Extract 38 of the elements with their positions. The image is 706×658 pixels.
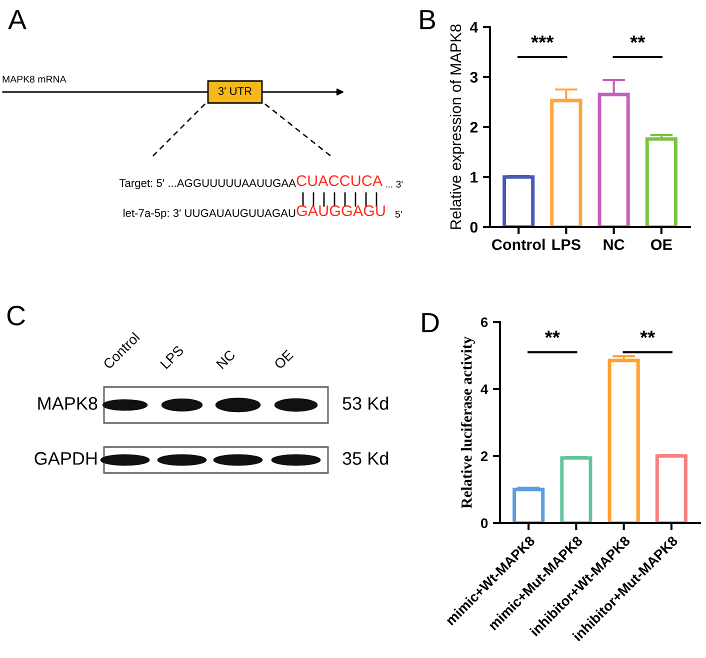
text: MAPK8 mRNA — [2, 76, 66, 83]
x-tick-label: Control — [492, 238, 545, 250]
y-tick-label: 4 — [480, 384, 488, 394]
text: 53 Kd — [342, 396, 388, 410]
text: 5' — [395, 210, 402, 218]
text: GAUGGAGU — [296, 205, 385, 216]
y-tick-label: 2 — [480, 451, 488, 462]
text: CUACCUCA — [296, 175, 383, 186]
y-tick-label: 4 — [470, 22, 478, 33]
x-tick-label: NC — [604, 239, 624, 250]
annotation: ** — [630, 36, 646, 43]
text: MAPK8 — [38, 397, 98, 410]
x-tick-label: LPS — [552, 239, 580, 250]
y-tick-label: 0 — [470, 222, 478, 233]
y-tick-label: 0 — [481, 518, 488, 528]
y-axis-title: Relative expression of MAPK8 — [450, 24, 464, 229]
text: 3' UTR — [218, 87, 252, 95]
y-tick-label: 3 — [470, 72, 478, 83]
annotation: *** — [531, 36, 554, 43]
chart-title: D — [422, 313, 439, 332]
chart-title: B — [420, 10, 436, 30]
text: LPS — [160, 344, 184, 370]
y-tick-label: 2 — [470, 122, 478, 133]
text: GAPDH — [34, 452, 97, 465]
text: 35 Kd — [342, 452, 388, 465]
y-axis-title: Relative luciferase activity — [460, 336, 475, 508]
text: ... 3' — [386, 180, 403, 188]
text: C — [7, 306, 25, 326]
text: let-7a-5p: 3' UUGAUAUGUUAGAU — [124, 208, 296, 220]
annotation: ** — [640, 330, 656, 338]
text: Target: 5' ...AGGUUUUUAAUUGAA — [119, 179, 296, 190]
y-tick-label: 6 — [480, 317, 488, 328]
text: A — [8, 10, 26, 30]
annotation: ** — [544, 330, 560, 338]
text: OE — [274, 349, 294, 370]
text: NC — [216, 349, 236, 370]
y-tick-label: 1 — [470, 172, 478, 183]
x-tick-label: OE — [651, 239, 672, 250]
